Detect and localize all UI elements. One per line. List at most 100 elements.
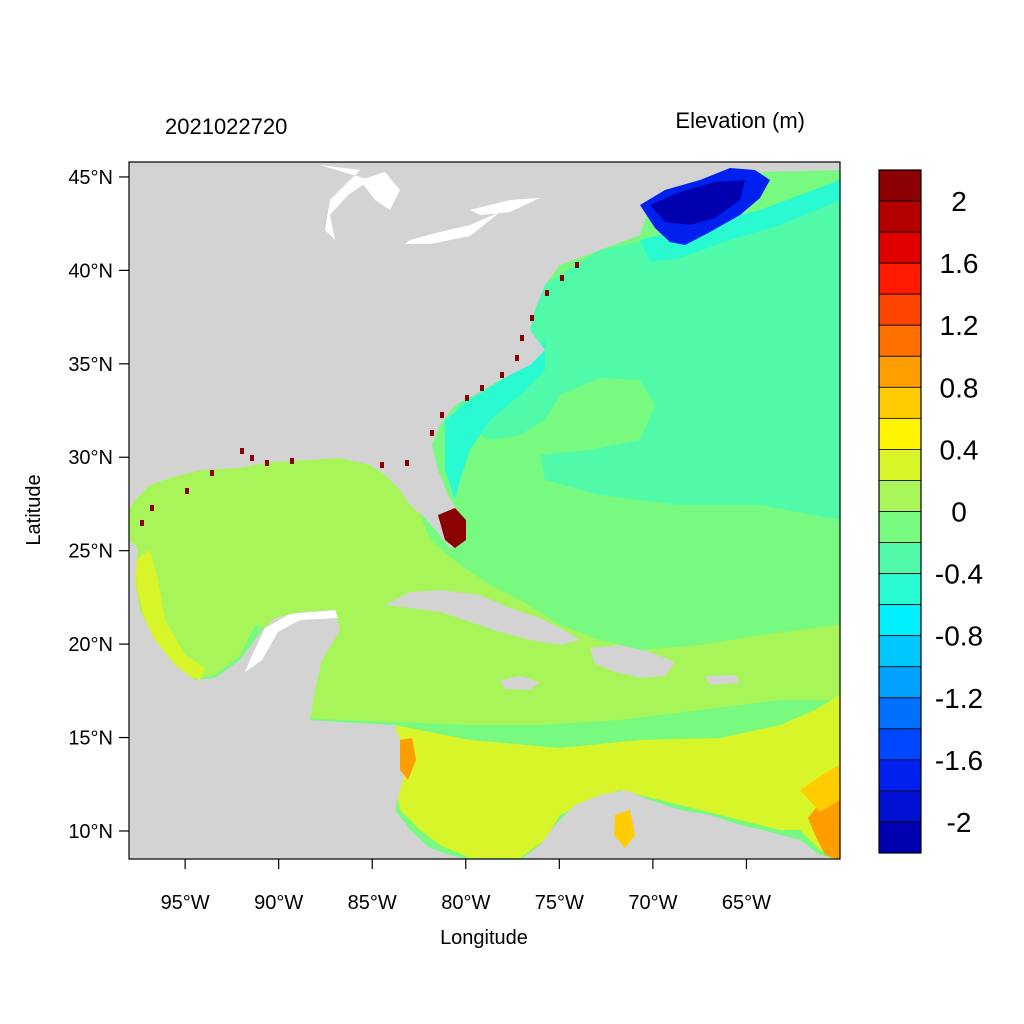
mexico-central-america-land	[129, 540, 466, 859]
hispaniola-land	[590, 645, 675, 678]
y-tick-label: 30°N	[68, 447, 113, 469]
colorbar-swatch	[878, 169, 922, 202]
flood-marker	[265, 460, 269, 466]
colorbar-swatch	[878, 635, 922, 668]
flood-marker	[480, 385, 484, 391]
colorbar-swatch	[878, 231, 922, 264]
gulf-of-maine-core	[650, 180, 745, 225]
colorbar-swatch	[878, 821, 922, 854]
flood-marker	[520, 335, 524, 341]
y-axis-label: Latitude	[23, 474, 45, 545]
south-america-land	[521, 790, 836, 859]
x-tick-label: 80°W	[441, 892, 490, 914]
x-tick-label: 85°W	[348, 892, 397, 914]
atlantic-shelf-field	[455, 200, 840, 520]
x-axis-label: Longitude	[440, 927, 528, 949]
colorbar-swatch	[878, 417, 922, 450]
y-tick-label: 25°N	[68, 541, 113, 563]
colorbar-label: -1.2	[935, 683, 983, 714]
south-florida-flooding	[438, 508, 466, 548]
great-lakes	[320, 165, 540, 244]
flood-marker	[545, 290, 549, 296]
colorbar-swatch	[878, 324, 922, 357]
colorbar-swatch	[878, 386, 922, 419]
x-tick-label: 65°W	[722, 892, 771, 914]
flood-marker	[465, 395, 469, 401]
flood-marker	[405, 460, 409, 466]
x-tick-label: 90°W	[254, 892, 303, 914]
colorbar-swatch	[878, 697, 922, 730]
flood-marker	[530, 315, 534, 321]
flood-marker	[380, 462, 384, 468]
flood-marker	[430, 430, 434, 436]
flood-marker	[240, 448, 244, 454]
flood-marker	[560, 275, 564, 281]
y-tick-label: 20°N	[68, 634, 113, 656]
map-panel	[128, 161, 841, 860]
colorbar-swatch	[878, 511, 922, 543]
x-tick-label: 75°W	[535, 892, 584, 914]
colorbar-swatch	[878, 573, 922, 606]
colorbar-swatch	[878, 449, 922, 481]
colorbar-swatch	[878, 293, 922, 326]
colorbar-label: 1.6	[940, 248, 979, 279]
coastal-flood-markers	[140, 262, 579, 526]
flood-marker	[185, 488, 189, 494]
colorbar-label: -2	[947, 807, 972, 838]
colorbar-label: -0.8	[935, 621, 983, 652]
flood-marker	[515, 355, 519, 361]
colorbar-swatch	[878, 355, 922, 388]
colorbar-swatch	[878, 480, 922, 512]
map-frame	[128, 161, 841, 860]
western-gulf-band	[135, 550, 205, 680]
nearshore-field	[445, 340, 545, 500]
flood-marker	[440, 412, 444, 418]
flood-marker	[500, 372, 504, 378]
y-axis: 45°N 40°N 35°N 30°N 25°N 20°N 15°N 10°N	[68, 167, 129, 843]
north-america-land	[129, 162, 840, 548]
flood-marker	[150, 505, 154, 511]
lesser-antilles-surge	[800, 765, 840, 812]
colorbar-swatch	[878, 790, 922, 823]
nicaragua-coast-surge	[400, 738, 416, 780]
flood-marker	[250, 455, 254, 461]
cuba-land	[385, 590, 580, 645]
variable-title: Elevation (m)	[675, 108, 805, 133]
colorbar-swatch	[878, 728, 922, 761]
colorbar-swatch	[878, 604, 922, 637]
flood-marker	[210, 470, 214, 476]
flood-marker	[290, 458, 294, 464]
colorbar-label: 0.8	[940, 372, 979, 403]
y-tick-label: 35°N	[68, 354, 113, 376]
elevation-colorbar: 2 1.6 1.2 0.8 0.4 0 -0.4 -0.8 -1.2 -1.6 -2	[878, 169, 983, 854]
y-tick-label: 15°N	[68, 728, 113, 750]
x-axis: 95°W 90°W 85°W 80°W 75°W 70°W 65°W	[161, 859, 771, 914]
flood-marker	[140, 520, 144, 526]
colorbar-label: -0.4	[935, 559, 983, 590]
colorbar-swatch	[878, 666, 922, 699]
y-tick-label: 45°N	[68, 167, 113, 189]
colorbar-label: 1.2	[940, 310, 979, 341]
y-tick-label: 40°N	[68, 260, 113, 282]
flood-marker	[575, 262, 579, 268]
y-tick-label: 10°N	[68, 821, 113, 843]
colorbar-frame	[878, 169, 922, 854]
lake-maracaibo-surge	[614, 810, 635, 848]
x-tick-label: 70°W	[628, 892, 677, 914]
colorbar-swatch	[878, 759, 922, 792]
x-tick-label: 95°W	[161, 892, 210, 914]
colorbar-label: 0.4	[940, 434, 979, 465]
colorbar-swatch	[878, 542, 922, 574]
colorbar-label: 2	[951, 186, 967, 217]
colorbar-swatch	[878, 262, 922, 295]
timestamp-label: 2021022720	[165, 114, 287, 139]
jamaica-land	[500, 676, 540, 690]
yucatan-coast-strip	[245, 610, 338, 672]
colorbar-label: 0	[951, 497, 967, 528]
venezuela-coast-surge	[808, 798, 840, 859]
southern-caribbean-field	[395, 695, 840, 859]
colorbar-label: -1.6	[935, 745, 983, 776]
colorbar-swatch	[878, 200, 922, 233]
puerto-rico-land	[705, 675, 740, 685]
